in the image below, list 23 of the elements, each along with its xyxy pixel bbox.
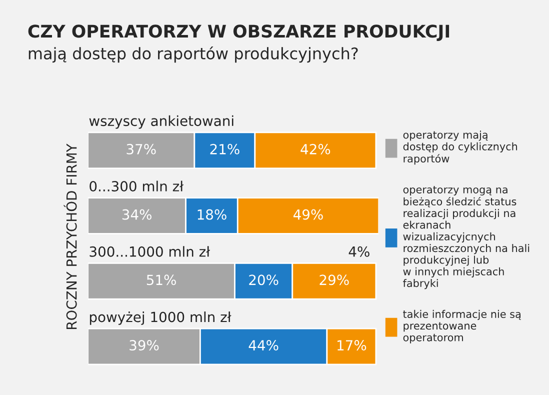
data-label: 21%: [210, 144, 240, 154]
chart-title: CZY OPERATORZY W OBSZARZE PRODUKCJI: [28, 24, 450, 41]
data-label: 34%: [122, 209, 152, 220]
data-label: 18%: [198, 209, 226, 220]
data-label: 44%: [248, 340, 278, 351]
y-tick-label: wszyscy ankietowani: [89, 115, 234, 129]
legend-label: takie informacje nie są prezentowane operatorom: [403, 310, 521, 344]
chart-subtitle: mają dostęp do raportów produkcyjnych?: [28, 46, 358, 63]
y-tick-label: 0...300 mln zł: [90, 180, 184, 192]
data-label: 29%: [320, 274, 349, 286]
text: operatorzy mogą na bieżąco śledzić status realizacji produkcji na ekranach wizualizacyjcnych rozmieszczonych na hali produkcyjnej lub w innych miejscach fabryki: [403, 186, 530, 290]
y-tick-label: 300...1000 mln zł: [90, 246, 210, 257]
data-label: 17%: [338, 340, 366, 351]
y-axis-title: ROCZNY PRZYCHÓD FIRMY: [64, 144, 77, 329]
data-label: 39%: [130, 340, 159, 351]
legend-label: operatorzy mają dostęp do cyklicznych raportów: [403, 130, 518, 165]
data-label: 42%: [300, 144, 330, 154]
y-tick-label: powyżej 1000 mln zł: [90, 311, 232, 325]
annotation: 4%: [348, 246, 370, 257]
data-label: 49%: [293, 209, 323, 220]
data-label: 37%: [126, 144, 156, 154]
data-label: 20%: [249, 274, 278, 286]
data-label: 51%: [146, 274, 176, 286]
